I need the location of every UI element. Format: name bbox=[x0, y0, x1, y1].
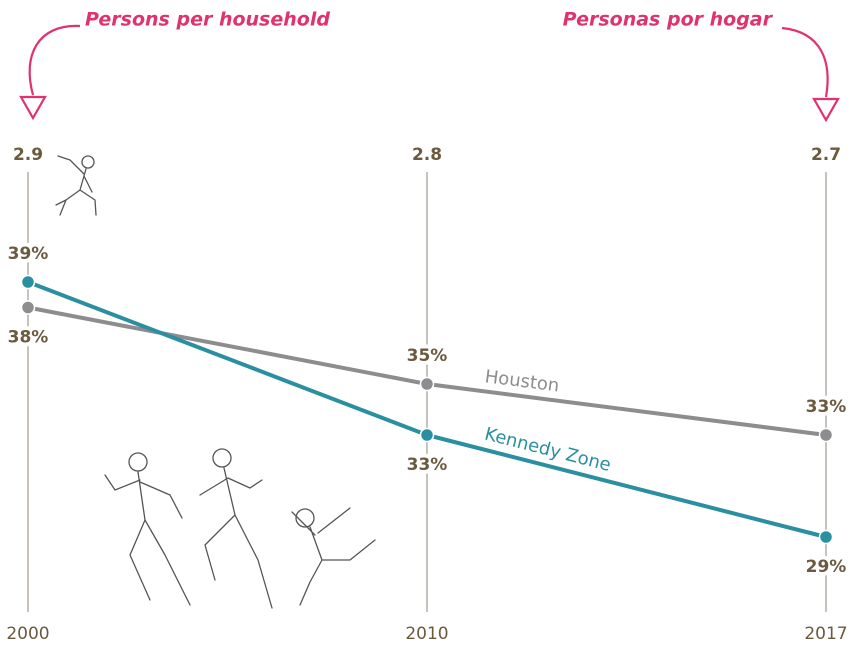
x-tick-label: 2017 bbox=[804, 624, 847, 644]
annotation: Persons per household bbox=[85, 9, 330, 31]
point bbox=[818, 529, 834, 545]
point bbox=[419, 427, 435, 443]
value-label: 33% bbox=[806, 397, 847, 417]
value-label: 39% bbox=[8, 244, 49, 264]
arrow-left bbox=[28, 24, 81, 96]
value-label: 35% bbox=[407, 346, 448, 366]
arrow-head-left bbox=[19, 95, 47, 121]
arrow-head-right bbox=[812, 97, 840, 123]
x-tick-label: 2000 bbox=[6, 624, 49, 644]
value-label: 29% bbox=[806, 557, 847, 577]
series-label: Kennedy Zone bbox=[482, 424, 613, 476]
illustration bbox=[55, 155, 376, 609]
arrows bbox=[19, 24, 840, 123]
household-label: 2.8 bbox=[412, 145, 442, 165]
point bbox=[818, 427, 834, 443]
household-label: 2.7 bbox=[811, 145, 841, 165]
value-label: 33% bbox=[407, 455, 448, 475]
arrow-right bbox=[781, 26, 829, 98]
household-label: 2.9 bbox=[13, 145, 43, 165]
value-label: 38% bbox=[8, 328, 49, 348]
x-tick-label: 2010 bbox=[405, 624, 448, 644]
annotation: Personas por hogar bbox=[563, 9, 774, 31]
point bbox=[419, 376, 435, 392]
point bbox=[20, 274, 36, 290]
point bbox=[20, 300, 36, 315]
